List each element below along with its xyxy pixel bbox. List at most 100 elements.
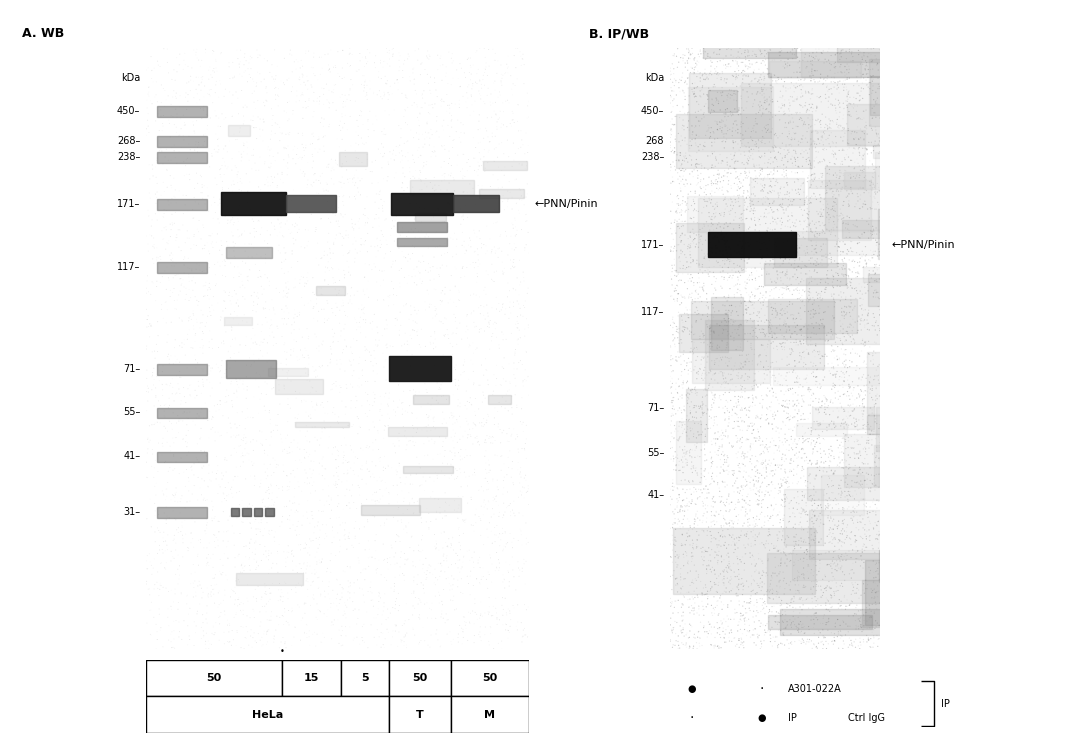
Point: [266, 531, 283, 543]
Point: [727, 163, 744, 174]
Point: [717, 531, 734, 542]
Point: [427, 97, 444, 109]
Point: [743, 450, 760, 462]
Point: [859, 436, 876, 448]
Point: [460, 191, 477, 202]
Point: [818, 211, 835, 223]
Point: [243, 290, 260, 302]
Point: [827, 148, 845, 160]
Point: [472, 513, 489, 525]
Point: [756, 328, 773, 340]
Point: [835, 75, 852, 86]
Point: [858, 427, 875, 438]
Point: [278, 578, 295, 589]
Point: [667, 383, 685, 395]
Point: [664, 544, 681, 556]
Point: [394, 421, 411, 432]
Point: [143, 460, 160, 472]
Point: [791, 261, 808, 273]
Point: [852, 374, 869, 386]
Point: [178, 77, 195, 89]
Point: [840, 380, 858, 392]
Point: [792, 350, 809, 361]
Point: [783, 140, 800, 152]
Point: [727, 408, 744, 419]
Point: [683, 261, 700, 273]
Point: [846, 262, 863, 273]
Point: [404, 479, 421, 490]
Point: [807, 105, 824, 117]
Point: [662, 188, 679, 200]
Point: [775, 100, 793, 111]
Point: [390, 457, 407, 469]
Point: [318, 78, 335, 90]
Point: [356, 258, 374, 270]
Point: [477, 437, 495, 449]
Point: [458, 200, 475, 212]
Point: [756, 490, 773, 502]
Point: [337, 439, 354, 451]
Point: [517, 346, 535, 358]
Point: [732, 372, 750, 383]
Point: [794, 437, 811, 449]
Point: [214, 160, 231, 172]
Point: [849, 270, 866, 282]
Point: [797, 119, 814, 130]
Point: [755, 299, 772, 311]
Point: [780, 402, 797, 414]
Point: [146, 498, 163, 509]
Point: [508, 380, 525, 392]
Point: [219, 207, 237, 218]
Point: [754, 339, 771, 351]
Point: [166, 74, 184, 86]
Point: [684, 86, 701, 97]
Point: [153, 366, 171, 377]
Point: [812, 517, 829, 528]
Point: [766, 139, 783, 151]
Point: [665, 63, 683, 75]
Point: [380, 45, 397, 56]
Point: [679, 397, 697, 409]
Point: [819, 466, 836, 478]
Point: [781, 60, 798, 72]
Point: [773, 454, 791, 465]
Point: [707, 547, 725, 559]
Point: [310, 340, 327, 352]
Point: [259, 141, 276, 152]
Point: [765, 156, 782, 168]
Point: [301, 409, 319, 421]
Point: [739, 158, 756, 169]
Point: [687, 161, 704, 172]
Point: [720, 576, 738, 588]
Bar: [453, 195, 499, 212]
Point: [487, 130, 504, 142]
Point: [770, 73, 787, 85]
Point: [809, 527, 826, 539]
Point: [775, 472, 793, 484]
Point: [467, 141, 484, 153]
Point: [678, 322, 696, 334]
Point: [674, 521, 691, 533]
Point: [870, 586, 888, 597]
Point: [483, 88, 500, 100]
Point: [778, 168, 795, 180]
Point: [666, 534, 684, 546]
Point: [247, 80, 265, 92]
Point: [461, 339, 478, 351]
Point: [672, 391, 689, 402]
Point: [164, 91, 181, 103]
Point: [861, 76, 878, 88]
Point: [487, 603, 504, 614]
Point: [832, 397, 849, 409]
Point: [792, 194, 809, 205]
Point: [684, 78, 701, 89]
Point: [829, 386, 847, 397]
Point: [797, 427, 814, 438]
Point: [471, 42, 488, 54]
Point: [678, 256, 696, 268]
Point: [757, 619, 774, 631]
Point: [842, 347, 860, 359]
Point: [248, 77, 266, 89]
Point: [717, 198, 734, 210]
Point: [729, 185, 746, 196]
